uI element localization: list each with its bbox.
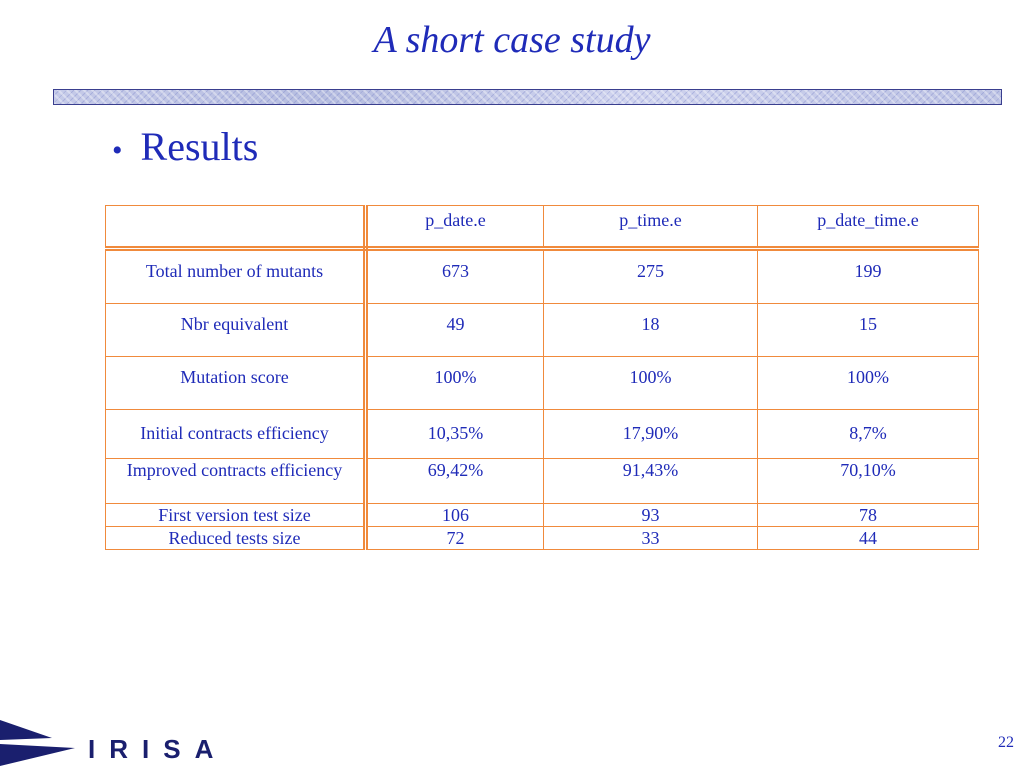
table-cell: 49 xyxy=(365,303,544,357)
header-cell: p_date.e xyxy=(365,205,544,251)
header-cell-empty xyxy=(105,205,368,251)
row-label: Mutation score xyxy=(105,356,368,410)
table-cell: 72 xyxy=(365,526,544,550)
bullet-dot-icon: • xyxy=(112,134,123,167)
table-row: Reduced tests size 72 33 44 xyxy=(105,526,979,550)
table-header-row: p_date.e p_time.e p_date_time.e xyxy=(105,205,979,251)
table-cell: 673 xyxy=(365,248,544,304)
table-cell: 8,7% xyxy=(757,409,979,459)
table-cell: 15 xyxy=(757,303,979,357)
table-cell: 33 xyxy=(543,526,758,550)
row-label: Improved contracts efficiency xyxy=(105,458,368,504)
header-cell: p_time.e xyxy=(543,205,758,251)
table-cell: 275 xyxy=(543,248,758,304)
bullet-text: Results xyxy=(140,124,259,169)
table-cell: 91,43% xyxy=(543,458,758,504)
table-row: Improved contracts efficiency 69,42% 91,… xyxy=(105,458,979,504)
header-cell: p_date_time.e xyxy=(757,205,979,251)
table-cell: 100% xyxy=(543,356,758,410)
row-label: Nbr equivalent xyxy=(105,303,368,357)
slide-title: A short case study xyxy=(373,19,651,61)
irisa-logo: IRISA xyxy=(0,720,227,766)
results-table: p_date.e p_time.e p_date_time.e Total nu… xyxy=(105,205,979,550)
logo-swoosh-bottom-icon xyxy=(0,744,75,766)
row-label: Reduced tests size xyxy=(105,526,368,550)
bullet-item: • Results xyxy=(112,123,258,170)
table-cell: 17,90% xyxy=(543,409,758,459)
table-cell: 69,42% xyxy=(365,458,544,504)
table-row: Mutation score 100% 100% 100% xyxy=(105,356,979,410)
table-cell: 100% xyxy=(365,356,544,410)
row-label: First version test size xyxy=(105,503,368,527)
logo-swoosh-top-icon xyxy=(0,720,52,740)
title-divider-bar xyxy=(53,89,1002,105)
table-row: Initial contracts efficiency 10,35% 17,9… xyxy=(105,409,979,459)
table-cell: 10,35% xyxy=(365,409,544,459)
table-row: Total number of mutants 673 275 199 xyxy=(105,248,979,304)
page-number: 22 xyxy=(998,734,1014,751)
table-cell: 18 xyxy=(543,303,758,357)
table-cell: 44 xyxy=(757,526,979,550)
table-cell: 100% xyxy=(757,356,979,410)
table-cell: 78 xyxy=(757,503,979,527)
table-cell: 70,10% xyxy=(757,458,979,504)
table-cell: 106 xyxy=(365,503,544,527)
table-cell: 93 xyxy=(543,503,758,527)
table-cell: 199 xyxy=(757,248,979,304)
table-row: Nbr equivalent 49 18 15 xyxy=(105,303,979,357)
row-label: Initial contracts efficiency xyxy=(105,409,368,459)
table-row: First version test size 106 93 78 xyxy=(105,503,979,527)
logo-text: IRISA xyxy=(88,734,227,764)
row-label: Total number of mutants xyxy=(105,248,368,304)
